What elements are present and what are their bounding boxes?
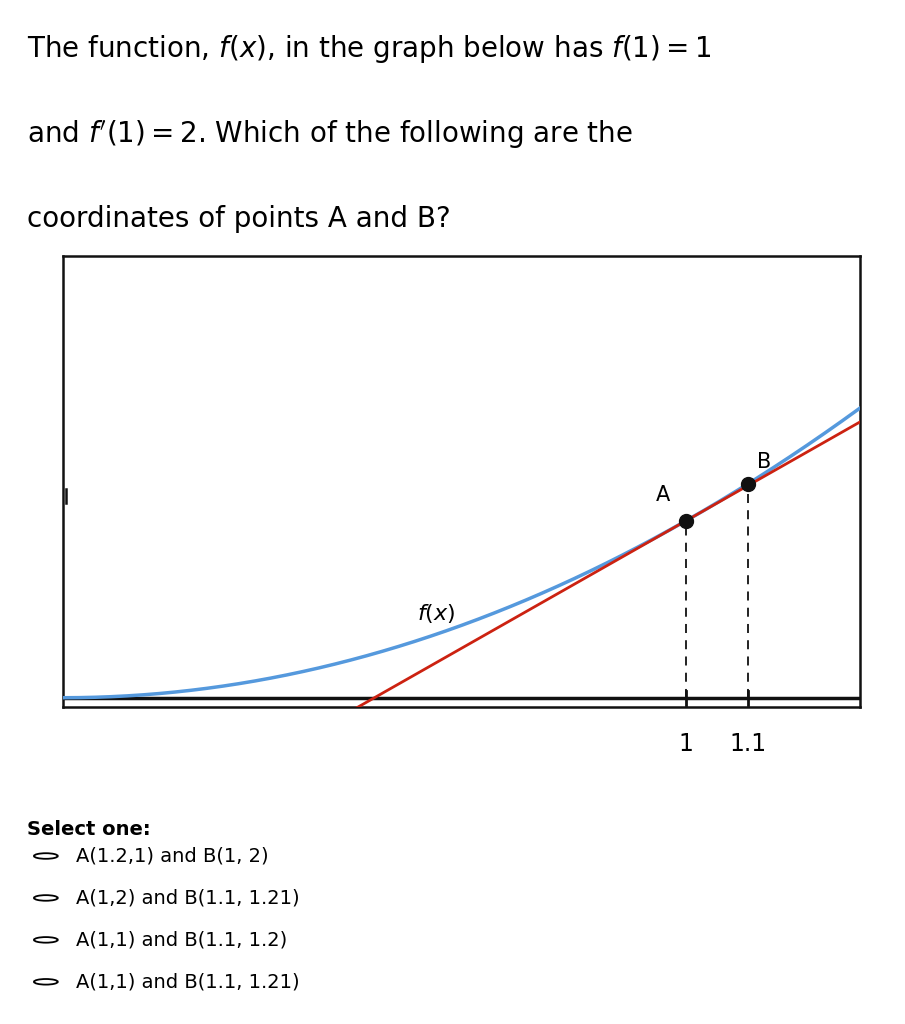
Text: 1.1: 1.1 [729,732,767,756]
Text: A(1,1) and B(1.1, 1.2): A(1,1) and B(1.1, 1.2) [77,931,288,949]
Text: coordinates of points A and B?: coordinates of points A and B? [27,205,451,232]
Text: A(1,1) and B(1.1, 1.21): A(1,1) and B(1.1, 1.21) [77,973,300,991]
Text: A(1,2) and B(1.1, 1.21): A(1,2) and B(1.1, 1.21) [77,889,300,907]
Text: B: B [757,452,771,472]
Text: $f(x)$: $f(x)$ [417,602,456,626]
Text: 1: 1 [678,732,693,756]
Text: A(1.2,1) and B(1, 2): A(1.2,1) and B(1, 2) [77,847,269,865]
Text: and $f'(1)=2$. Which of the following are the: and $f'(1)=2$. Which of the following ar… [27,119,633,152]
Text: The function, $f(x)$, in the graph below has $f(1)=1$: The function, $f(x)$, in the graph below… [27,33,711,65]
Text: A: A [656,485,670,505]
Text: Select one:: Select one: [27,820,151,839]
